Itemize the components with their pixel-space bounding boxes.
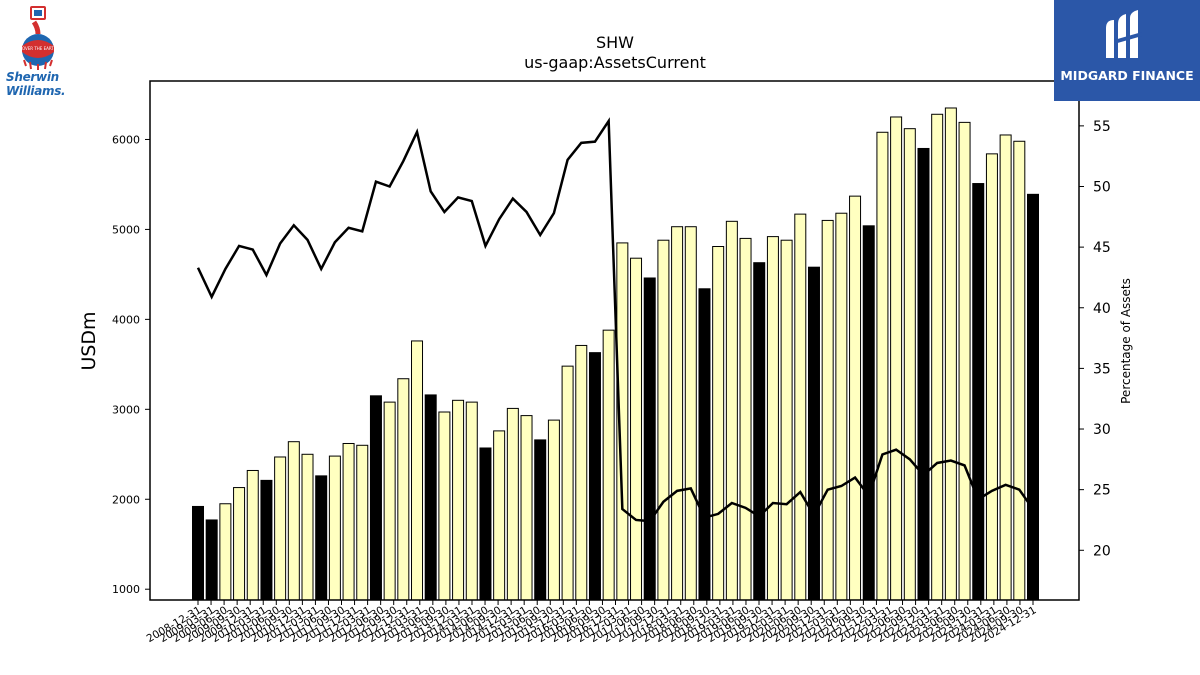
bar-2020-12-31: [849, 195, 862, 601]
bar-2010-12-31: [301, 453, 314, 601]
y2-tick-label-40: 40: [1093, 301, 1111, 317]
chart-subtitle: us-gaap:AssetsCurrent: [524, 53, 706, 72]
bar-2008-12-31: [192, 505, 204, 601]
y2-tick-label-50: 50: [1093, 179, 1111, 195]
bar-2017-03-31: [643, 277, 656, 601]
bar-2012-12-31: [411, 340, 424, 601]
bar-2022-12-31: [958, 121, 971, 601]
bar-2011-09-30: [342, 442, 355, 601]
y2-axis-label: Percentage of Assets: [1119, 278, 1133, 404]
chart-title: SHW: [596, 33, 634, 52]
bar-2021-12-31: [903, 128, 916, 601]
svg-text:COVER THE EARTH: COVER THE EARTH: [19, 46, 57, 51]
bar-2011-06-30: [328, 455, 341, 601]
bar-2011-03-31: [315, 475, 328, 601]
y2-tick-label-30: 30: [1093, 422, 1111, 438]
bar-2016-06-30: [602, 329, 615, 601]
y-tick-label-1000: 1000: [112, 583, 140, 596]
bar-2009-06-30: [219, 503, 232, 601]
sherwin-williams-wordmark: Sherwin Williams.: [6, 70, 66, 98]
bar-2010-03-31: [260, 479, 273, 601]
midgard-finance-logo-icon: [1106, 10, 1142, 58]
bar-2013-12-31: [465, 401, 478, 601]
bar-2015-12-31: [575, 344, 588, 601]
midgard-finance-wordmark: MIDGARD FINANCE: [1060, 68, 1194, 83]
y-tick-label-4000: 4000: [112, 313, 140, 326]
bar-2019-09-30: [780, 239, 793, 601]
line-layer: [196, 117, 1035, 523]
bar-2023-12-31: [1013, 140, 1026, 601]
bar-2016-03-31: [588, 352, 601, 601]
bar-2019-03-31: [753, 262, 766, 601]
y-tick-label-3000: 3000: [112, 403, 140, 416]
plot-frame: [149, 80, 1080, 601]
bar-2023-03-31: [972, 183, 985, 601]
bar-2023-09-30: [999, 134, 1012, 601]
bar-2018-03-31: [698, 288, 711, 601]
bar-2011-12-31: [356, 444, 369, 601]
bar-2024-03-31: [1027, 193, 1039, 601]
y2-tick-label-35: 35: [1093, 361, 1111, 377]
y2-tick-label-55: 55: [1093, 119, 1111, 135]
bar-2022-09-30: [944, 107, 957, 601]
bar-2013-03-31: [424, 394, 437, 601]
bar-2015-06-30: [547, 419, 560, 601]
bar-2014-09-30: [506, 407, 519, 601]
bar-2012-03-31: [369, 395, 382, 601]
bar-2020-06-30: [821, 219, 834, 601]
midgard-finance-logo: MIDGARD FINANCE: [1054, 0, 1200, 101]
y-axis-label: USDm: [78, 311, 100, 370]
bar-2009-12-31: [246, 469, 259, 601]
axes-layer: 1000 2000 3000 4000 5000 6000 20 25 30 35 40 45 50 55…: [112, 80, 1111, 645]
y-tick-label-2000: 2000: [112, 493, 140, 506]
bar-2021-09-30: [890, 116, 903, 601]
y2-tick-label-45: 45: [1093, 240, 1111, 256]
paint-can-globe-icon: COVER THE EARTH: [19, 6, 57, 70]
bar-2014-03-31: [479, 447, 492, 601]
bars-layer: [192, 107, 1039, 601]
bar-2018-06-30: [712, 246, 725, 601]
bar-2021-03-31: [862, 225, 875, 601]
bar-2009-09-30: [233, 487, 246, 601]
bar-2016-12-31: [630, 257, 643, 601]
bar-2009-03-31: [205, 519, 218, 601]
bar-2022-03-31: [917, 147, 930, 601]
bar-2014-06-30: [493, 430, 506, 601]
bar-2019-06-30: [766, 236, 779, 601]
bar-2018-12-31: [739, 237, 752, 601]
percentage-line: [196, 117, 1035, 523]
bar-2017-06-30: [657, 239, 670, 601]
bar-2017-09-30: [671, 226, 684, 601]
bar-2023-06-30: [985, 153, 998, 601]
bar-2015-03-31: [534, 439, 547, 601]
bar-2013-06-30: [438, 411, 451, 601]
bar-2019-12-31: [794, 213, 807, 601]
bar-2020-03-31: [807, 266, 820, 601]
bar-2020-09-30: [835, 212, 848, 601]
bar-2012-09-30: [397, 378, 410, 601]
bar-2018-09-30: [725, 220, 738, 601]
bar-2021-06-30: [876, 131, 889, 601]
bar-2012-06-30: [383, 401, 396, 601]
bar-2010-06-30: [274, 456, 287, 601]
bar-2015-09-30: [561, 365, 574, 601]
bar-2022-06-30: [931, 113, 944, 601]
bar-2010-09-30: [287, 441, 300, 601]
bar-2014-12-31: [520, 415, 533, 601]
bar-2013-09-30: [452, 399, 465, 601]
sherwin-williams-logo: COVER THE EARTH Sherwin Williams.: [4, 4, 76, 100]
y-tick-label-6000: 6000: [112, 133, 140, 146]
y-tick-label-5000: 5000: [112, 223, 140, 236]
y2-tick-label-25: 25: [1093, 483, 1111, 499]
bar-2017-12-31: [684, 226, 697, 601]
y2-tick-label-20: 20: [1093, 543, 1111, 559]
